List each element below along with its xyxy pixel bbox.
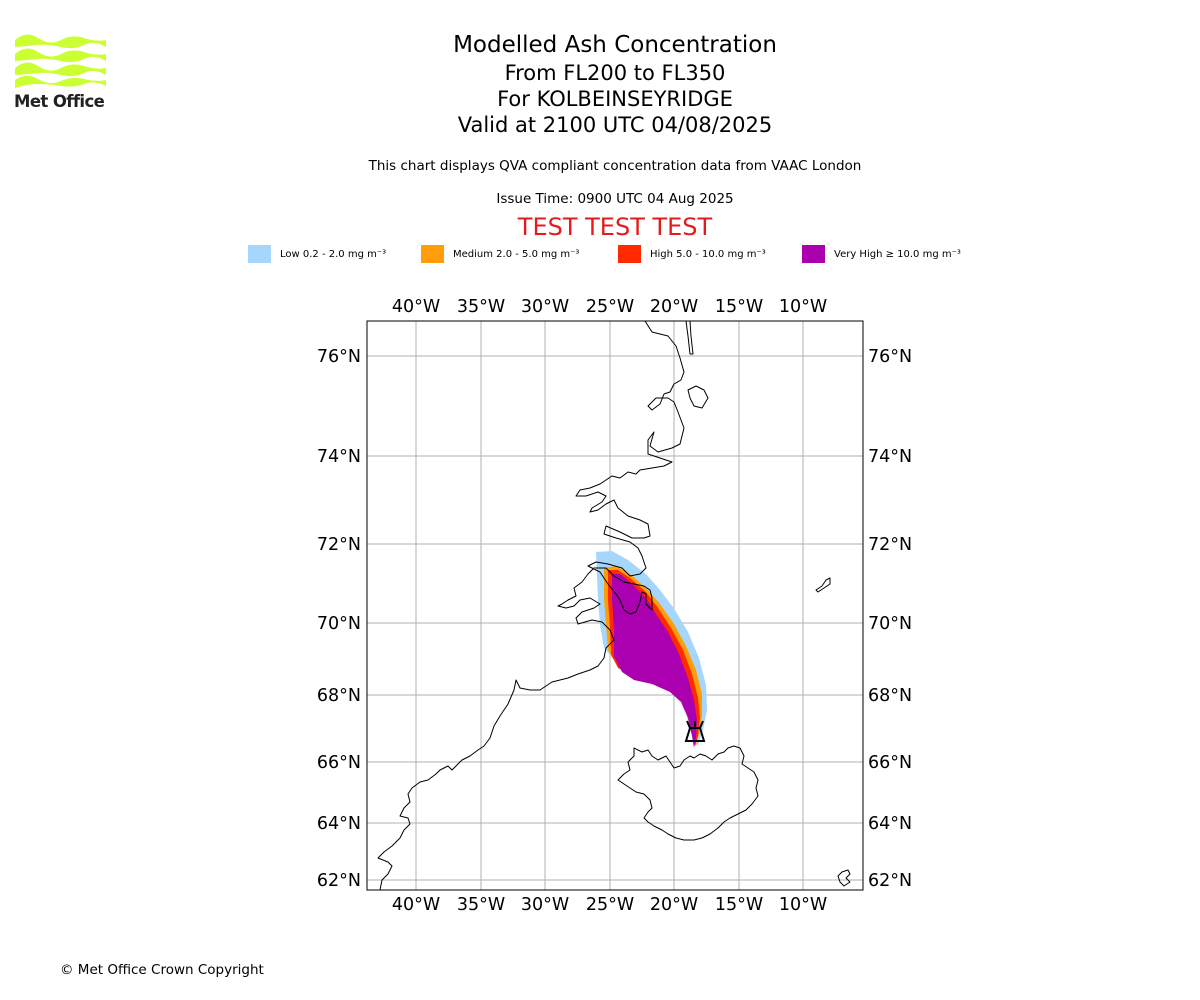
lat-label-right: 62°N [868,871,912,891]
lon-label-top: 35°W [457,297,505,317]
lat-label-left: 74°N [317,447,361,467]
chart-subtitle: This chart displays QVA compliant concen… [368,158,862,174]
lon-label-bottom: 25°W [586,895,634,915]
lon-label-bottom: 10°W [779,895,827,915]
faroe-islands [837,869,851,887]
legend-item-low: Low 0.2 - 2.0 mg m⁻³ [248,244,386,264]
greenland-north-strip [685,321,694,355]
lon-label-top: 30°W [521,297,569,317]
valid-time: Valid at 2100 UTC 04/08/2025 [457,113,773,137]
legend-swatch-medium [421,245,444,263]
lat-label-right: 74°N [868,447,912,467]
logo-text: Met Office [14,92,105,111]
right-lat-labels: 76°N 74°N 72°N 70°N 68°N 66°N 64°N 62°N [868,347,912,891]
lat-label-left: 76°N [317,347,361,367]
lat-label-left: 66°N [317,753,361,773]
island-east [687,385,709,409]
ash-plume [596,551,707,748]
legend-swatch-low [248,245,271,263]
legend-label-very-high: Very High ≥ 10.0 mg m⁻³ [834,248,961,260]
lat-label-right: 72°N [868,535,912,555]
flight-level-range: From FL200 to FL350 [504,61,726,85]
lon-label-bottom: 30°W [521,895,569,915]
ash-very-high-region [612,574,697,748]
lon-label-bottom: 40°W [392,895,440,915]
lon-label-bottom: 15°W [715,895,763,915]
bottom-lon-labels: 40°W 35°W 30°W 25°W 20°W 15°W 10°W [392,895,827,915]
legend-item-very-high: Very High ≥ 10.0 mg m⁻³ [802,244,961,264]
lat-label-left: 64°N [317,814,361,834]
test-banner: TEST TEST TEST [517,213,713,241]
lat-label-left: 62°N [317,871,361,891]
coastlines [377,321,851,890]
greenland-coast [377,321,685,890]
issue-time: Issue Time: 0900 UTC 04 Aug 2025 [496,191,734,207]
lon-label-bottom: 20°W [650,895,698,915]
left-lat-labels: 76°N 74°N 72°N 70°N 68°N 66°N 64°N 62°N [317,347,361,891]
jan-mayen [815,577,831,593]
lon-label-bottom: 35°W [457,895,505,915]
legend-item-medium: Medium 2.0 - 5.0 mg m⁻³ [421,244,579,264]
legend: Low 0.2 - 2.0 mg m⁻³ Medium 2.0 - 5.0 mg… [0,244,1200,266]
legend-item-high: High 5.0 - 10.0 mg m⁻³ [618,244,766,264]
lon-label-top: 10°W [779,297,827,317]
map-area [367,321,863,890]
volcano-name: For KOLBEINSEYRIDGE [497,87,733,111]
met-office-wave-icon [15,34,106,88]
legend-swatch-very-high [802,245,825,263]
lon-label-top: 40°W [392,297,440,317]
lat-label-right: 66°N [868,753,912,773]
lon-label-top: 25°W [586,297,634,317]
lat-label-left: 70°N [317,614,361,634]
map-frame [366,320,864,891]
lat-label-right: 64°N [868,814,912,834]
met-office-logo: Met Office [14,30,108,112]
copyright: © Met Office Crown Copyright [60,962,264,978]
lat-label-left: 72°N [317,535,361,555]
legend-label-medium: Medium 2.0 - 5.0 mg m⁻³ [453,248,580,260]
iceland-coast [617,745,759,841]
chart-title: Modelled Ash Concentration [453,32,777,58]
lat-label-right: 68°N [868,686,912,706]
legend-label-low: Low 0.2 - 2.0 mg m⁻³ [280,248,387,260]
chart-title-block: Modelled Ash Concentration From FL200 to… [315,30,915,138]
lat-label-right: 70°N [868,614,912,634]
lat-label-right: 76°N [868,347,912,367]
legend-swatch-high [618,245,641,263]
legend-label-high: High 5.0 - 10.0 mg m⁻³ [650,248,766,260]
top-lon-labels: 40°W 35°W 30°W 25°W 20°W 15°W 10°W [392,297,827,317]
volcano-marker-icon [684,720,706,742]
graticule [367,321,863,890]
lat-label-left: 68°N [317,686,361,706]
lon-label-top: 20°W [650,297,698,317]
lon-label-top: 15°W [715,297,763,317]
